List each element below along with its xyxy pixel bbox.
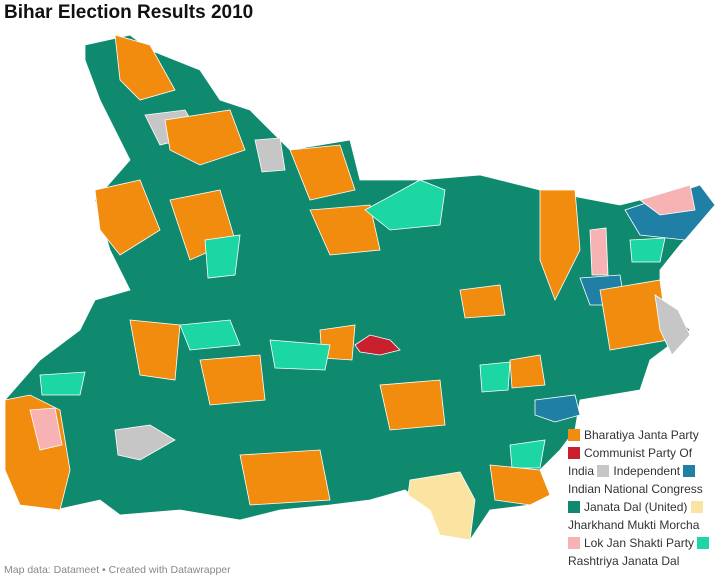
legend-label: Communist Party Of India — [568, 446, 693, 478]
legend-swatch — [683, 465, 696, 477]
region — [379, 379, 446, 431]
region — [179, 319, 241, 351]
legend-label: Jharkhand Mukti Morcha — [568, 518, 700, 532]
region — [199, 354, 266, 406]
region — [94, 179, 161, 256]
legend-item: Jharkhand Mukti Morcha — [568, 500, 707, 532]
region — [39, 371, 86, 396]
region — [639, 184, 696, 216]
legend-label: Lok Jan Shakti Party — [584, 536, 695, 550]
region — [204, 234, 241, 279]
region — [29, 407, 63, 451]
legend-item: Communist Party Of India — [568, 446, 692, 478]
region — [254, 137, 286, 173]
region — [489, 464, 551, 506]
legend-swatch — [568, 447, 580, 459]
region — [364, 179, 446, 231]
region — [289, 144, 356, 201]
legend-item: Lok Jan Shakti Party — [568, 536, 694, 550]
constituencies — [4, 34, 716, 541]
region — [129, 319, 181, 381]
region — [534, 394, 581, 423]
legend-item: Independent — [597, 464, 680, 478]
legend-item: Janata Dal (United) — [568, 500, 687, 514]
legend-label: Rashtriya Janata Dal — [568, 554, 680, 568]
region — [354, 334, 401, 356]
region — [589, 227, 609, 276]
region — [479, 361, 511, 393]
region — [164, 109, 246, 166]
legend-swatch — [597, 465, 610, 477]
region — [114, 34, 176, 101]
legend-swatch — [568, 537, 580, 549]
legend-label: Indian National Congress — [568, 482, 703, 496]
region — [459, 284, 506, 319]
region — [239, 449, 331, 506]
region — [539, 189, 581, 301]
legend-label: Independent — [613, 464, 681, 478]
map — [4, 34, 716, 541]
legend-swatch — [697, 537, 710, 549]
legend-item: Bharatiya Janta Party — [568, 428, 699, 442]
legend-label: Janata Dal (United) — [584, 500, 688, 514]
legend-item: Indian National Congress — [568, 464, 703, 496]
legend-label: Bharatiya Janta Party — [584, 428, 699, 442]
region — [629, 237, 666, 263]
legend-item: Rashtriya Janata Dal — [568, 536, 713, 568]
footer: Map data: Datameet • Created with Datawr… — [4, 564, 231, 576]
legend-swatch — [568, 501, 580, 513]
map-title: Bihar Election Results 2010 — [4, 2, 254, 23]
region — [654, 294, 691, 356]
legend-swatch — [690, 501, 703, 513]
legend-swatch — [568, 429, 580, 441]
legend: Bharatiya Janta Party Communist Party Of… — [568, 426, 718, 570]
region — [309, 204, 381, 256]
region — [407, 471, 476, 541]
region — [269, 339, 331, 371]
region — [509, 354, 546, 389]
region — [509, 439, 546, 469]
region — [114, 424, 176, 461]
